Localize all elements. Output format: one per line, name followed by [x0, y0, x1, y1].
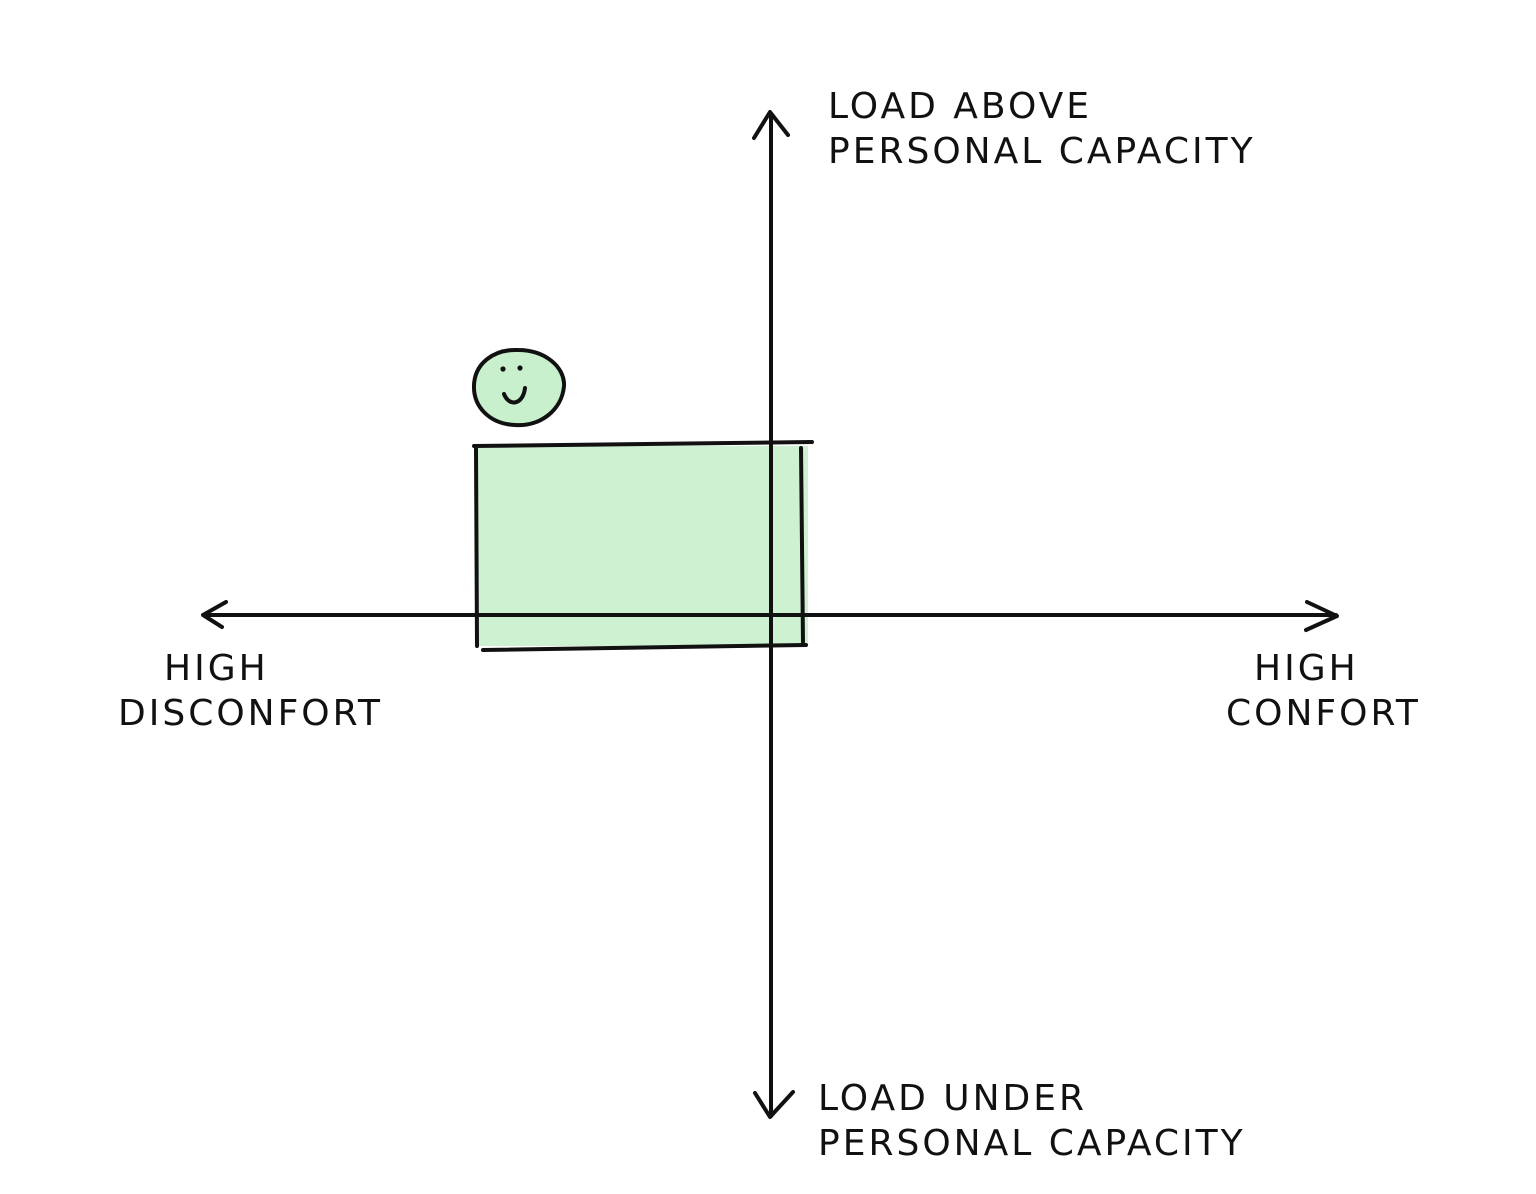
comfort-zone-outline [472, 440, 814, 652]
smiley-right-eye [517, 365, 523, 371]
axis-label-load-under-line1: LOAD UNDER [818, 1078, 1088, 1119]
smiley-face-outline [471, 347, 567, 428]
axis-label-high-discomfort: HIGH DISCONFORT [118, 646, 383, 736]
axis-label-high-discomfort-line2: DISCONFORT [118, 693, 384, 734]
left-arrowhead [201, 600, 228, 629]
smiley-left-eye [500, 366, 506, 372]
axis-label-high-comfort-line2: CONFORT [1226, 693, 1421, 734]
smiley-face-icon [471, 347, 567, 428]
axis-label-load-above-line2: PERSONAL CAPACITY [828, 131, 1256, 172]
top-arrowhead [752, 110, 790, 140]
bottom-arrowhead [753, 1090, 795, 1119]
axis-label-load-above: LOAD ABOVE PERSONAL CAPACITY [828, 84, 1256, 174]
axis-label-high-comfort: HIGH CONFORT [1226, 646, 1421, 736]
comfort-zone [472, 440, 814, 652]
axis-label-load-above-line1: LOAD ABOVE [828, 86, 1093, 127]
axis-label-load-under: LOAD UNDER PERSONAL CAPACITY [818, 1076, 1246, 1166]
axis-label-high-comfort-line1: HIGH [1254, 648, 1359, 689]
right-arrowhead [1304, 600, 1339, 632]
comfort-zone-fill [476, 446, 808, 646]
axis-label-high-discomfort-line1: HIGH [164, 648, 269, 689]
smiley-mouth [502, 386, 527, 405]
axis-label-load-under-line2: PERSONAL CAPACITY [818, 1123, 1246, 1164]
vertical-axis [752, 110, 795, 1119]
